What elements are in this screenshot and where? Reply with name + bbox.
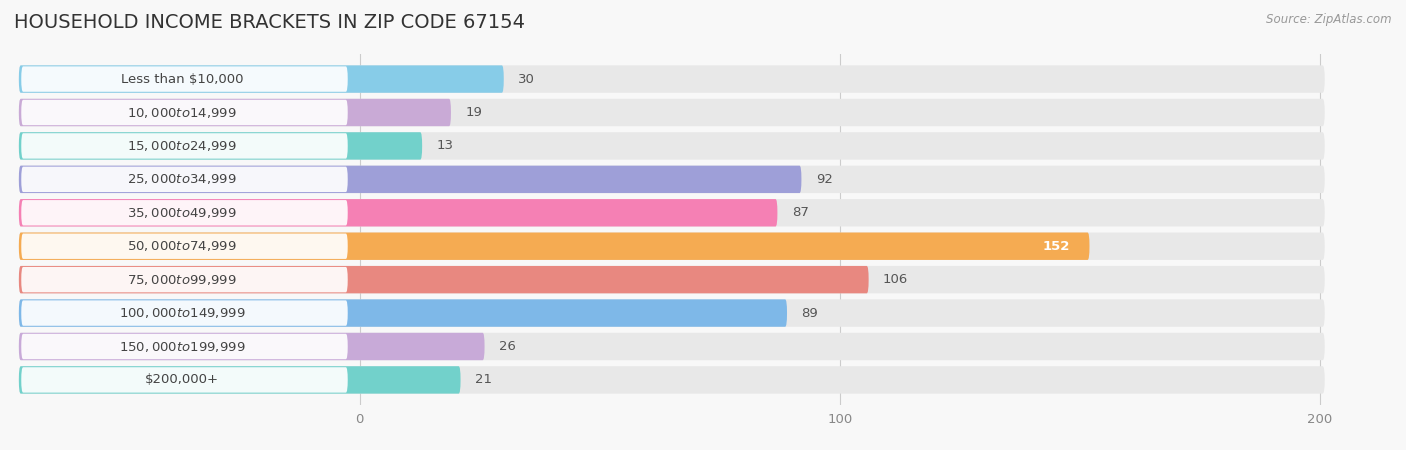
FancyBboxPatch shape: [21, 334, 347, 359]
Text: $200,000+: $200,000+: [145, 374, 219, 387]
FancyBboxPatch shape: [21, 234, 347, 259]
Text: 21: 21: [475, 374, 492, 387]
FancyBboxPatch shape: [18, 65, 503, 93]
FancyBboxPatch shape: [18, 99, 451, 126]
FancyBboxPatch shape: [18, 266, 1324, 293]
FancyBboxPatch shape: [21, 267, 347, 292]
FancyBboxPatch shape: [18, 199, 1324, 226]
Text: 152: 152: [1043, 240, 1070, 253]
Text: 106: 106: [883, 273, 908, 286]
Text: $100,000 to $149,999: $100,000 to $149,999: [120, 306, 246, 320]
FancyBboxPatch shape: [21, 300, 347, 326]
FancyBboxPatch shape: [18, 65, 1324, 93]
FancyBboxPatch shape: [18, 333, 485, 360]
FancyBboxPatch shape: [18, 366, 1324, 394]
Text: 19: 19: [465, 106, 482, 119]
FancyBboxPatch shape: [21, 367, 347, 393]
FancyBboxPatch shape: [18, 132, 422, 160]
FancyBboxPatch shape: [21, 100, 347, 125]
FancyBboxPatch shape: [18, 166, 801, 193]
FancyBboxPatch shape: [18, 366, 461, 394]
Text: $25,000 to $34,999: $25,000 to $34,999: [128, 172, 238, 186]
FancyBboxPatch shape: [21, 166, 347, 192]
Text: $10,000 to $14,999: $10,000 to $14,999: [128, 105, 238, 120]
Text: 13: 13: [436, 140, 454, 153]
Text: 87: 87: [792, 206, 808, 219]
Text: 26: 26: [499, 340, 516, 353]
FancyBboxPatch shape: [18, 199, 778, 226]
Text: $35,000 to $49,999: $35,000 to $49,999: [128, 206, 238, 220]
Text: HOUSEHOLD INCOME BRACKETS IN ZIP CODE 67154: HOUSEHOLD INCOME BRACKETS IN ZIP CODE 67…: [14, 14, 524, 32]
Text: Source: ZipAtlas.com: Source: ZipAtlas.com: [1267, 14, 1392, 27]
FancyBboxPatch shape: [18, 266, 869, 293]
FancyBboxPatch shape: [18, 233, 1090, 260]
FancyBboxPatch shape: [18, 166, 1324, 193]
FancyBboxPatch shape: [18, 233, 1324, 260]
FancyBboxPatch shape: [18, 299, 1324, 327]
Text: 89: 89: [801, 306, 818, 320]
FancyBboxPatch shape: [21, 66, 347, 92]
FancyBboxPatch shape: [18, 99, 1324, 126]
FancyBboxPatch shape: [18, 132, 1324, 160]
Text: $15,000 to $24,999: $15,000 to $24,999: [128, 139, 238, 153]
FancyBboxPatch shape: [21, 133, 347, 159]
FancyBboxPatch shape: [18, 333, 1324, 360]
Text: Less than $10,000: Less than $10,000: [121, 72, 243, 86]
Text: $50,000 to $74,999: $50,000 to $74,999: [128, 239, 238, 253]
Text: 30: 30: [519, 72, 536, 86]
FancyBboxPatch shape: [18, 299, 787, 327]
Text: 92: 92: [815, 173, 832, 186]
Text: $150,000 to $199,999: $150,000 to $199,999: [120, 339, 246, 354]
Text: $75,000 to $99,999: $75,000 to $99,999: [128, 273, 238, 287]
FancyBboxPatch shape: [21, 200, 347, 225]
